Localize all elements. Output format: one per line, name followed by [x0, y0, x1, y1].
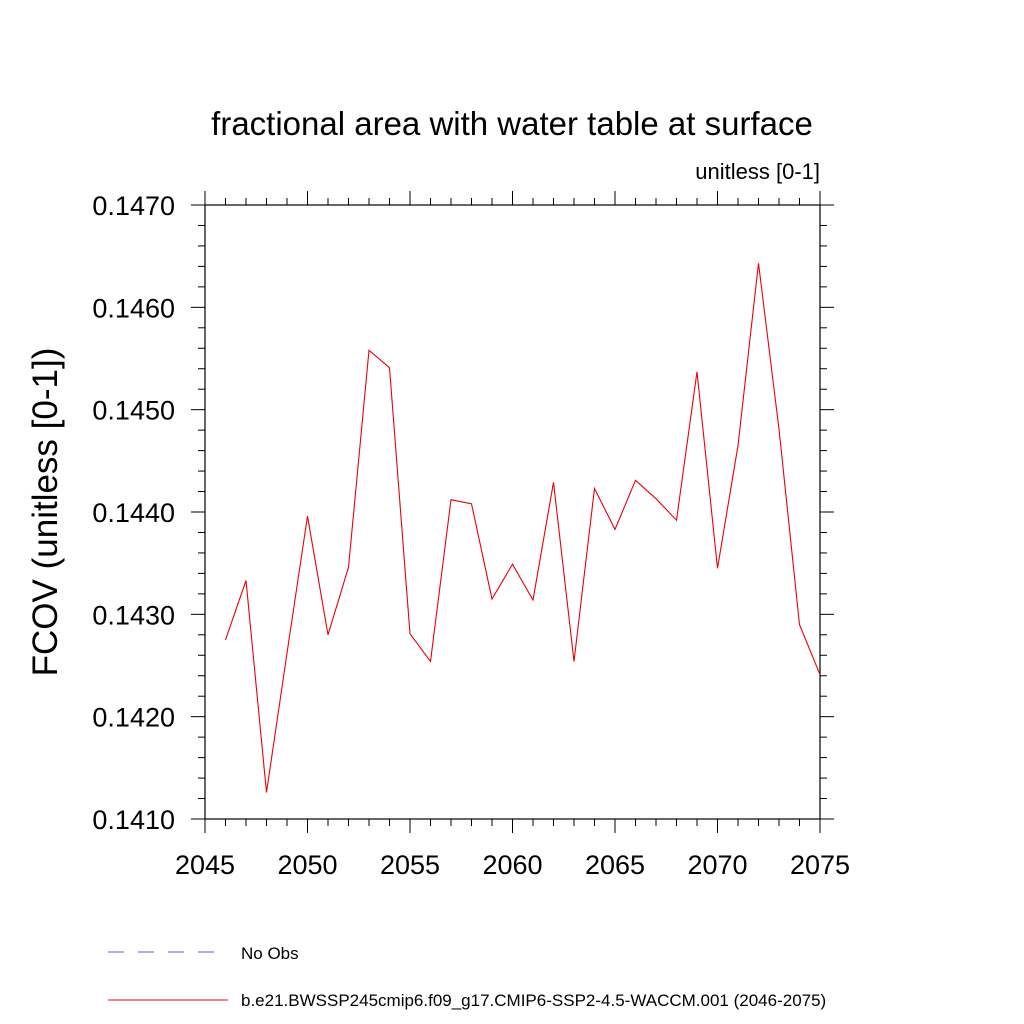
x-tick-label: 2060 [482, 850, 542, 880]
series-line [224, 263, 821, 793]
x-tick-label: 2055 [380, 850, 440, 880]
y-tick-label: 0.1430 [92, 600, 175, 630]
x-tick-label: 2050 [277, 850, 337, 880]
legend-label-series: b.e21.BWSSP245cmip6.f09_g17.CMIP6-SSP2-4… [241, 991, 826, 1010]
y-tick-label: 0.1420 [92, 703, 175, 733]
y-tick-label: 0.1410 [92, 805, 175, 835]
y-tick-label: 0.1460 [92, 293, 175, 323]
y-tick-label: 0.1440 [92, 498, 175, 528]
y-tick-label: 0.1450 [92, 396, 175, 426]
x-tick-label: 2065 [585, 850, 645, 880]
y-tick-label: 0.1470 [92, 191, 175, 221]
chart-title: fractional area with water table at surf… [211, 105, 813, 142]
axis-ticks [191, 191, 834, 833]
plot-frame [204, 204, 821, 820]
legend-label-no-obs: No Obs [241, 944, 299, 963]
x-tick-label: 2045 [175, 850, 235, 880]
x-tick-label: 2075 [790, 850, 850, 880]
x-tick-labels: 2045 2050 2055 2060 2065 2070 2075 [175, 850, 850, 880]
units-label: unitless [0-1] [695, 159, 820, 184]
x-tick-label: 2070 [687, 850, 747, 880]
y-tick-labels: 0.1410 0.1420 0.1430 0.1440 0.1450 0.1460 0.14… [92, 191, 175, 835]
y-axis-label: FCOV (unitless [0-1]) [26, 348, 65, 677]
